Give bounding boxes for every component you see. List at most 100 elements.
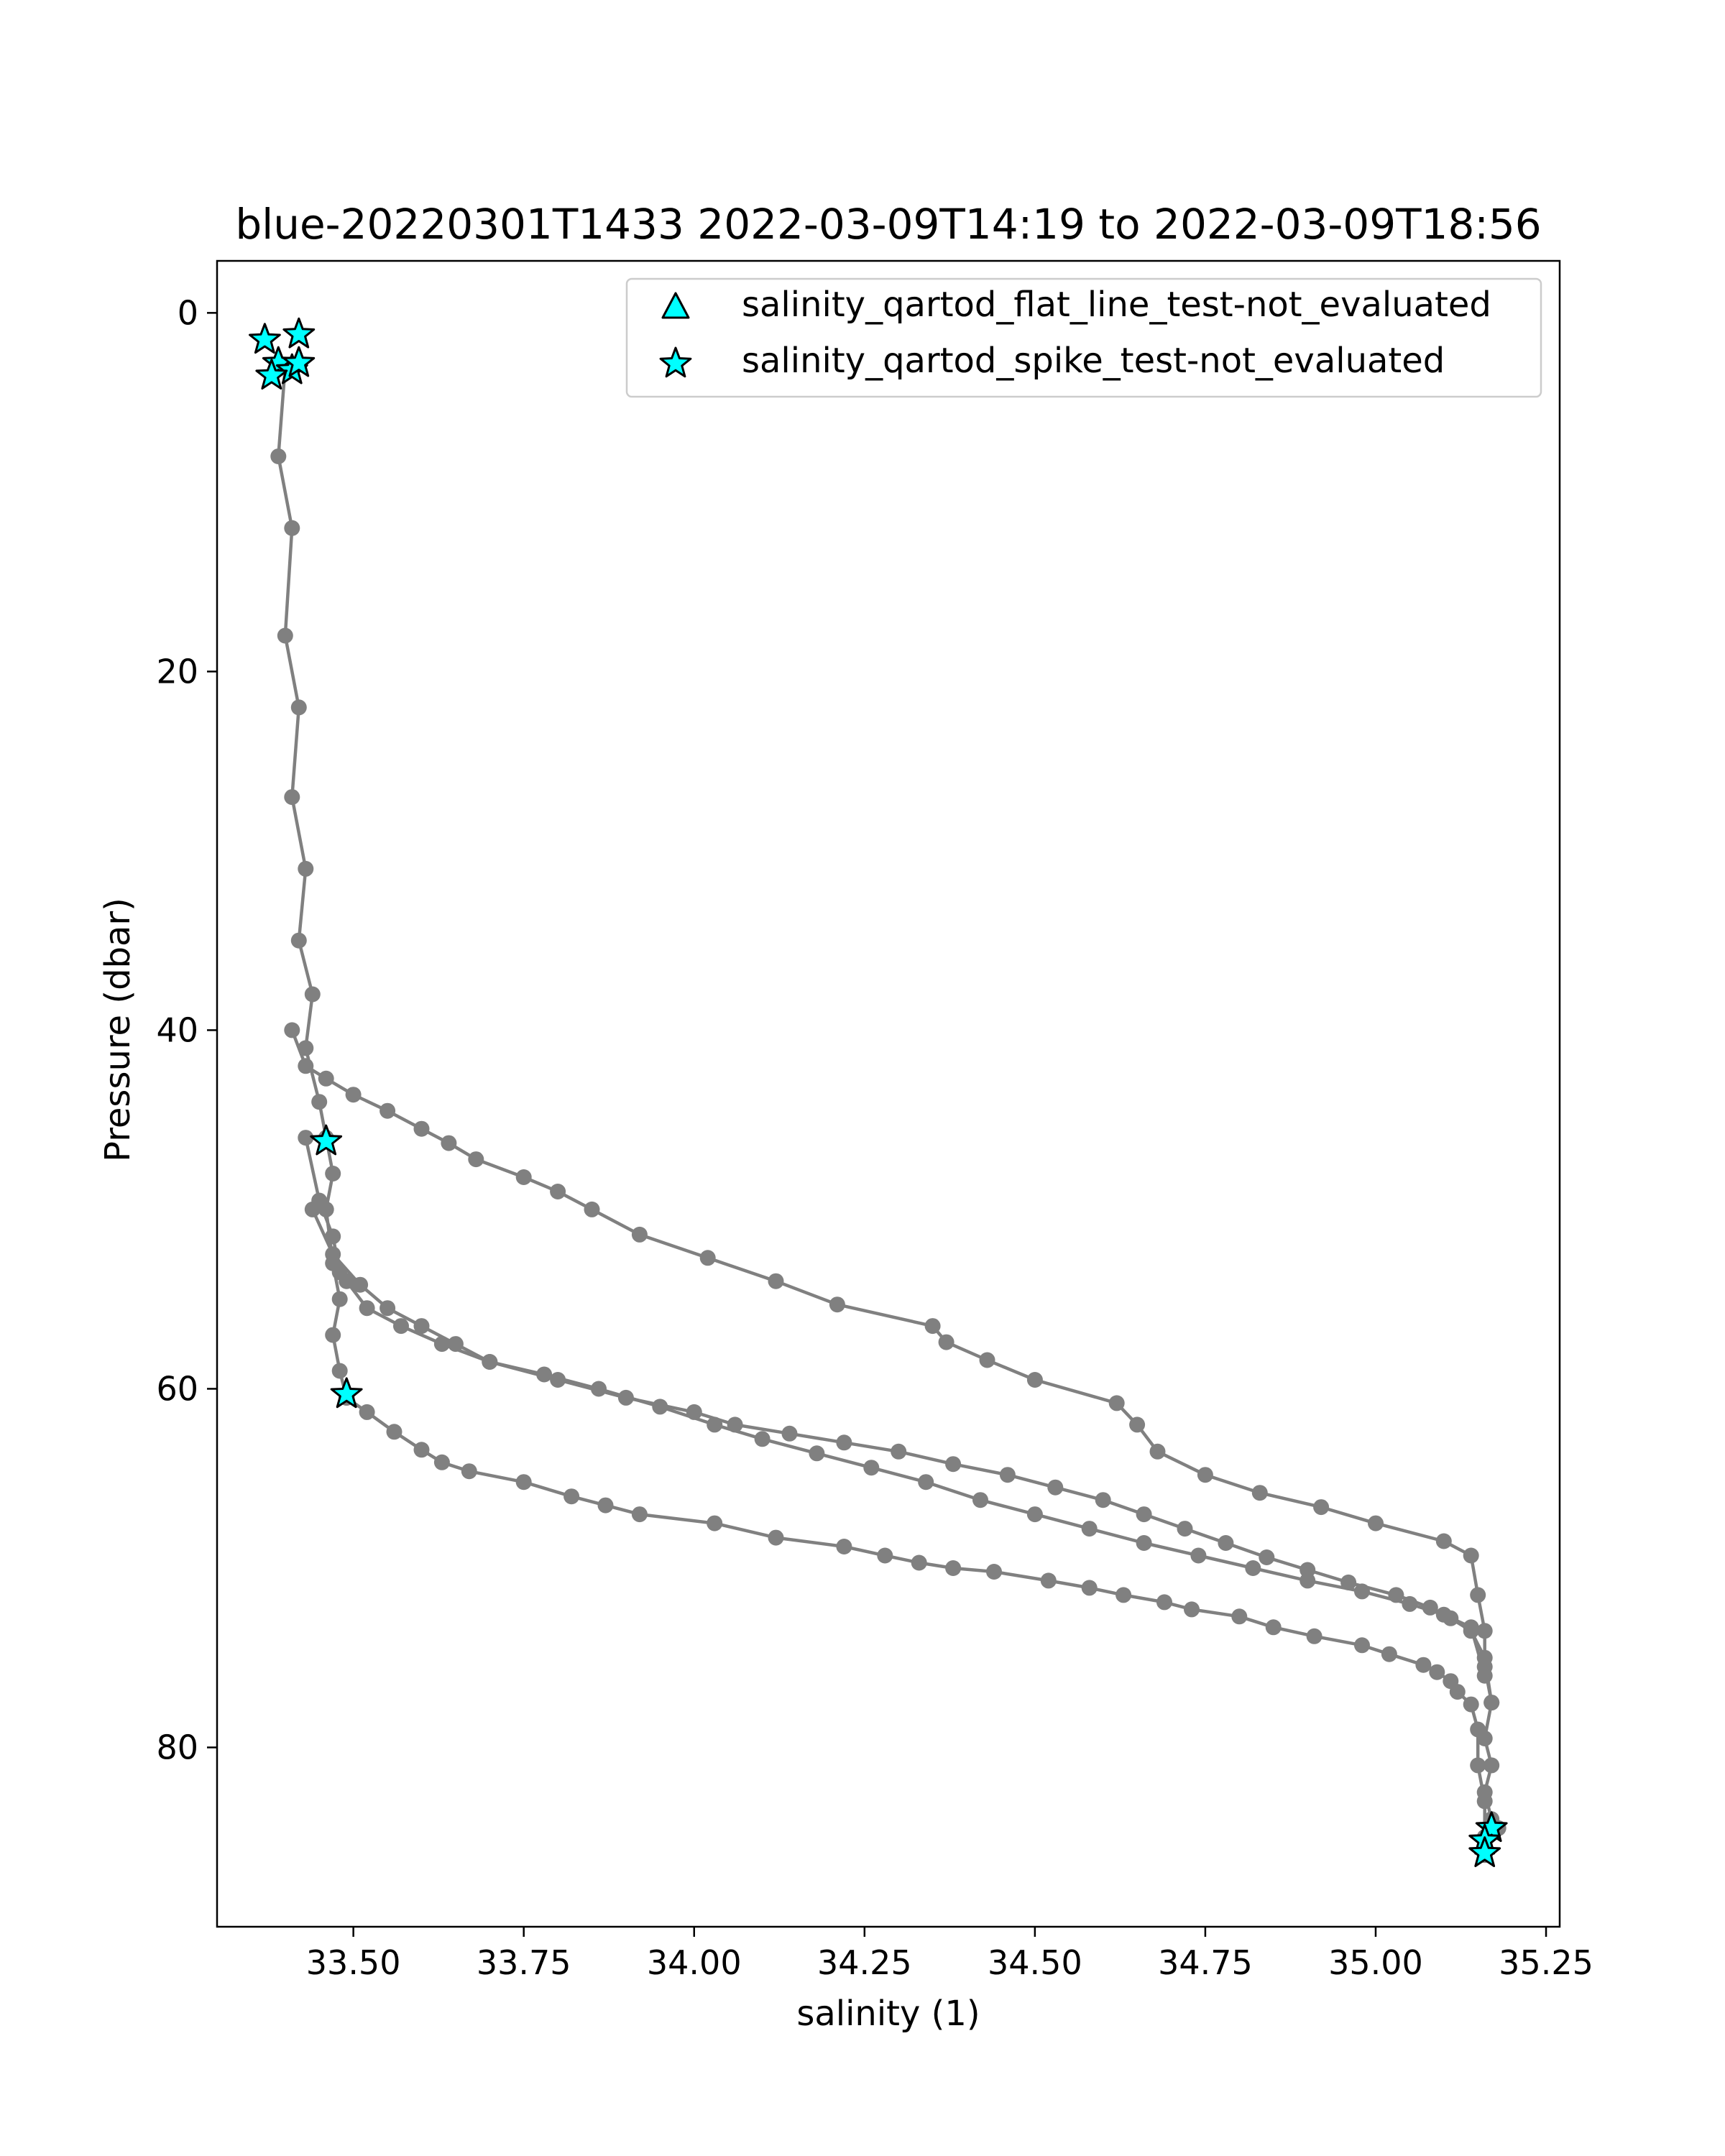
- data-point: [1245, 1560, 1261, 1576]
- data-point: [1300, 1572, 1316, 1589]
- data-point: [809, 1445, 825, 1462]
- y-axis-label: Pressure (dbar): [98, 898, 138, 1162]
- data-point: [352, 1276, 369, 1293]
- x-tick-label: 34.75: [1158, 1943, 1253, 1982]
- data-point: [1476, 1623, 1493, 1639]
- spike-test-star: [282, 346, 316, 377]
- axes: 33.50 33.75 34.00 34.25 34.50 34.75 35.00 35.25…: [156, 293, 1593, 1982]
- data-point: [1354, 1583, 1370, 1600]
- data-point: [768, 1273, 784, 1289]
- data-point: [413, 1318, 430, 1335]
- data-point: [1156, 1594, 1172, 1611]
- data-point: [386, 1424, 402, 1440]
- data-point: [1415, 1657, 1432, 1673]
- data-point: [686, 1404, 702, 1420]
- y-tick-label: 60: [156, 1369, 198, 1408]
- data-point: [768, 1529, 784, 1546]
- data-point: [1184, 1601, 1200, 1618]
- data-point: [1081, 1580, 1098, 1596]
- plot-frame: [216, 259, 1561, 1928]
- data-point: [311, 1094, 328, 1110]
- spike-test-star: [282, 317, 316, 349]
- data-point: [1368, 1515, 1384, 1531]
- data-point: [461, 1463, 477, 1480]
- data-point: [829, 1296, 845, 1313]
- legend-frame: [625, 277, 1542, 398]
- data-point: [631, 1226, 648, 1243]
- data-point: [325, 1228, 341, 1245]
- data-point: [298, 1130, 314, 1146]
- data-point: [564, 1488, 580, 1505]
- data-point: [1197, 1467, 1213, 1483]
- data-point: [1095, 1492, 1111, 1508]
- data-point: [270, 448, 287, 464]
- data-point: [1313, 1499, 1330, 1516]
- spike-test-star: [330, 1377, 363, 1409]
- data-point: [1081, 1521, 1098, 1537]
- data-point: [754, 1431, 770, 1447]
- data-point: [1470, 1587, 1486, 1603]
- data-point: [727, 1416, 743, 1433]
- data-point: [877, 1547, 893, 1564]
- data-point: [1149, 1443, 1166, 1460]
- data-point: [1476, 1659, 1493, 1675]
- data-point: [468, 1151, 484, 1168]
- data-point: [1476, 1731, 1493, 1746]
- data-point: [707, 1416, 723, 1433]
- data-point: [380, 1300, 396, 1317]
- data-point: [938, 1334, 954, 1350]
- data-point: [1306, 1628, 1322, 1644]
- data-point: [1136, 1506, 1152, 1523]
- data-point: [304, 986, 321, 1003]
- data-point: [999, 1467, 1016, 1483]
- data-point: [584, 1201, 600, 1217]
- data-point: [918, 1474, 934, 1491]
- data-point: [1108, 1395, 1125, 1411]
- data-point: [482, 1354, 498, 1370]
- y-tick-label: 20: [156, 652, 198, 691]
- data-point: [945, 1456, 962, 1473]
- data-point: [1463, 1547, 1479, 1564]
- data-point: [550, 1184, 566, 1199]
- data-point: [652, 1399, 668, 1415]
- data-point: [986, 1564, 1002, 1580]
- data-point: [359, 1300, 375, 1317]
- data-point: [1476, 1784, 1493, 1800]
- data-point: [1136, 1535, 1152, 1551]
- data-point: [290, 932, 307, 949]
- y-tick-label: 40: [156, 1010, 198, 1049]
- spike-test-star: [1468, 1836, 1501, 1867]
- data-point: [1040, 1572, 1057, 1589]
- data-point: [707, 1515, 723, 1531]
- chart-title: blue-20220301T1433 2022-03-09T14:19 to 2…: [235, 200, 1541, 249]
- data-point: [1435, 1606, 1452, 1623]
- data-point: [1231, 1608, 1248, 1625]
- data-point: [945, 1560, 962, 1576]
- data-point: [1116, 1587, 1132, 1603]
- data-point: [380, 1102, 396, 1119]
- data-point: [1484, 1695, 1500, 1711]
- data-point: [304, 1201, 321, 1217]
- data-point: [325, 1327, 341, 1343]
- legend-triangle-icon: [661, 292, 690, 319]
- data-point: [345, 1087, 362, 1103]
- data-point: [631, 1506, 648, 1523]
- data-point: [972, 1492, 988, 1508]
- data-point: [836, 1539, 852, 1554]
- y-tick-label: 0: [178, 293, 198, 332]
- x-axis-label: salinity (1): [796, 1994, 980, 2034]
- data-point: [836, 1434, 852, 1451]
- data-point: [891, 1443, 907, 1460]
- x-tick-label: 34.00: [647, 1943, 742, 1982]
- data-point: [393, 1318, 409, 1335]
- data-point: [1218, 1535, 1234, 1551]
- data-point: [1388, 1587, 1404, 1603]
- data-point: [1259, 1549, 1275, 1565]
- plot-area: [249, 317, 1508, 1867]
- data-point: [1381, 1646, 1397, 1662]
- data-point: [359, 1404, 375, 1420]
- data-point: [290, 699, 307, 716]
- x-tick-label: 33.75: [477, 1943, 571, 1982]
- data-point: [447, 1336, 464, 1353]
